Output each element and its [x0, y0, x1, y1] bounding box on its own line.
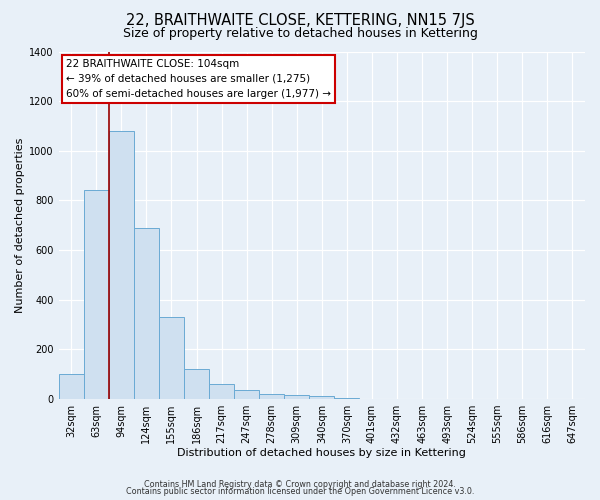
Bar	[259, 394, 284, 399]
Text: 22 BRAITHWAITE CLOSE: 104sqm
← 39% of detached houses are smaller (1,275)
60% of: 22 BRAITHWAITE CLOSE: 104sqm ← 39% of de…	[66, 59, 331, 98]
Bar	[134, 228, 159, 399]
Bar	[284, 395, 309, 399]
Text: Contains public sector information licensed under the Open Government Licence v3: Contains public sector information licen…	[126, 487, 474, 496]
Bar	[59, 374, 84, 399]
Bar	[184, 369, 209, 399]
Bar	[84, 190, 109, 399]
X-axis label: Distribution of detached houses by size in Kettering: Distribution of detached houses by size …	[178, 448, 466, 458]
Y-axis label: Number of detached properties: Number of detached properties	[15, 138, 25, 313]
Text: 22, BRAITHWAITE CLOSE, KETTERING, NN15 7JS: 22, BRAITHWAITE CLOSE, KETTERING, NN15 7…	[125, 12, 475, 28]
Bar	[109, 131, 134, 399]
Text: Contains HM Land Registry data © Crown copyright and database right 2024.: Contains HM Land Registry data © Crown c…	[144, 480, 456, 489]
Text: Size of property relative to detached houses in Kettering: Size of property relative to detached ho…	[122, 28, 478, 40]
Bar	[159, 317, 184, 399]
Bar	[309, 396, 334, 399]
Bar	[334, 398, 359, 399]
Bar	[209, 384, 234, 399]
Bar	[234, 390, 259, 399]
